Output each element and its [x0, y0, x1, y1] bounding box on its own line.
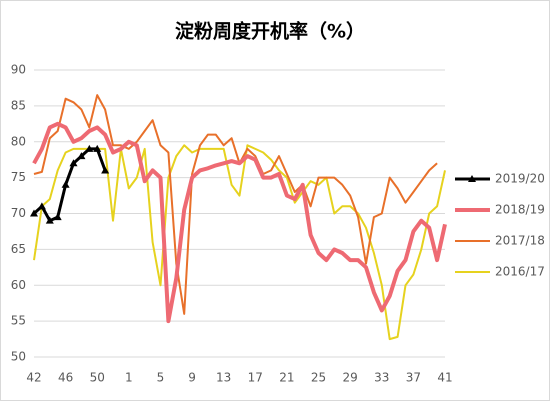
point-marker [77, 152, 86, 160]
y-tick-label: 80 [11, 134, 26, 148]
series-line [33, 94, 438, 315]
x-tick-label: 41 [437, 371, 452, 385]
legend-label: 2019/20 [495, 172, 545, 186]
point-marker [85, 144, 94, 152]
point-marker [61, 180, 70, 188]
series-line [32, 121, 447, 324]
legend-label: 2017/18 [495, 234, 545, 248]
x-tick-label: 9 [188, 371, 196, 385]
series-line [32, 147, 107, 223]
y-tick-label: 50 [11, 350, 26, 364]
y-tick-label: 55 [11, 314, 26, 328]
y-tick-label: 90 [11, 63, 26, 77]
x-tick-label: 33 [374, 371, 389, 385]
point-marker [30, 209, 38, 217]
legend-marker [468, 175, 476, 182]
legend-label: 2016/17 [495, 265, 545, 279]
x-tick-label: 29 [343, 371, 358, 385]
x-tick-label: 42 [26, 371, 41, 385]
y-tick-label: 60 [11, 278, 26, 292]
legend-label: 2018/19 [495, 203, 545, 217]
series-line [33, 144, 446, 341]
x-tick-label: 46 [58, 371, 73, 385]
point-marker [37, 202, 46, 210]
x-tick-label: 50 [90, 371, 105, 385]
x-tick-label: 17 [248, 371, 263, 385]
x-tick-label: 13 [216, 371, 231, 385]
x-tick-label: 5 [157, 371, 165, 385]
x-tick-label: 37 [406, 371, 421, 385]
point-marker [101, 166, 110, 174]
y-tick-label: 65 [11, 242, 26, 256]
x-tick-label: 25 [311, 371, 326, 385]
y-tick-label: 85 [11, 98, 26, 112]
x-tick-label: 1 [125, 371, 133, 385]
point-marker [69, 159, 78, 167]
y-tick-label: 70 [11, 206, 26, 220]
point-marker [53, 213, 62, 221]
point-marker [45, 216, 54, 224]
point-marker [93, 144, 102, 152]
x-tick-label: 21 [279, 371, 294, 385]
y-tick-label: 75 [11, 170, 26, 184]
chart-title: 淀粉周度开机率（%） [175, 20, 365, 43]
